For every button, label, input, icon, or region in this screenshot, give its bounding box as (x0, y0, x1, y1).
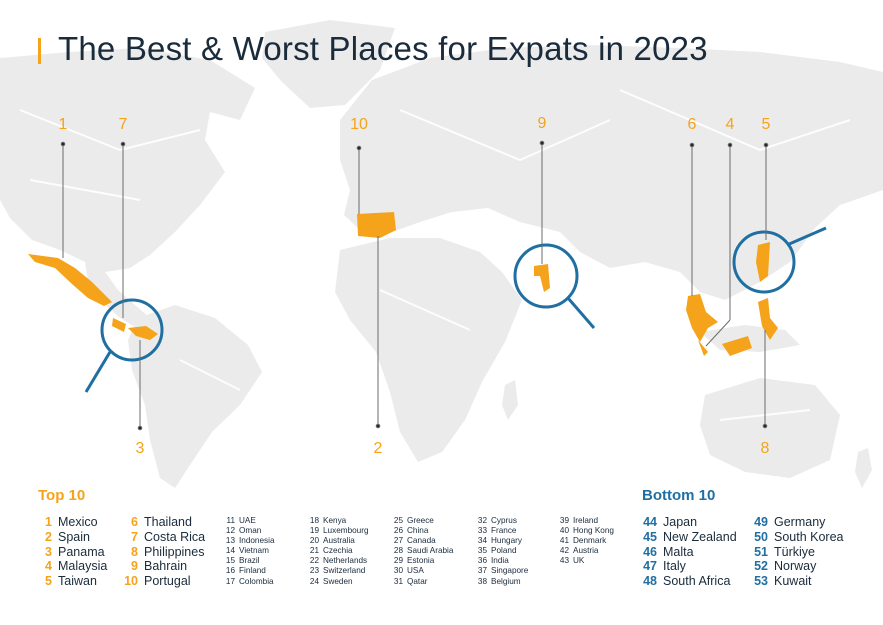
list-item: 49 Germany (754, 515, 826, 529)
callout-number: 9 (537, 115, 547, 132)
country-bahrain (534, 264, 550, 292)
list-item: 16 Finland (225, 566, 266, 576)
list-item: 34 Hungary (477, 536, 522, 546)
list-item: 29 Estonia (393, 556, 435, 566)
list-item: 35 Poland (477, 546, 517, 556)
list-item: 40 Hong Kong (559, 526, 614, 536)
magnifier-central-america (84, 298, 164, 393)
list-item: 33 France (477, 526, 517, 536)
list-item: 8 Philippines (131, 544, 205, 559)
country-philippines (758, 298, 778, 340)
callout-number: 1 (58, 116, 68, 133)
list-item: 19 Luxembourg (309, 526, 369, 536)
list-item: 24 Sweden (309, 576, 353, 586)
title-accent-bar (38, 38, 41, 64)
bottom10-list-col2: 49 Germany 50 South Korea 51 Türkiye 52 Norw… (748, 515, 844, 589)
bottom10-list-col1: 44 Japan 45 New Zealand 46 Malta 47 Italy 48… (638, 515, 737, 589)
callout-number: 10 (350, 116, 368, 133)
callout-number: 2 (373, 440, 383, 457)
list-item: 13 Indonesia (225, 536, 275, 546)
list-item: 36 India (477, 556, 509, 566)
list-item: 53 Kuwait (754, 574, 812, 589)
list-item: 7 Costa Rica (131, 529, 206, 544)
magnifier-east-asia (732, 226, 827, 294)
callout-lines (60, 140, 769, 431)
landmass (0, 20, 883, 488)
list-item: 23 Switzerland (309, 566, 366, 576)
list-item: 47 Italy (643, 559, 686, 574)
list-item: 39 Ireland (559, 516, 599, 525)
list-item: 14 Vietnam (225, 546, 269, 556)
callout-number: 6 (687, 116, 697, 133)
magnifier-gulf (513, 243, 596, 329)
callout-number: 5 (761, 116, 771, 133)
page-title: The Best & Worst Places for Expats in 20… (58, 30, 708, 67)
country-thailand (686, 294, 718, 342)
list-item: 6 Thailand (131, 515, 192, 529)
list-item: 27 Canada (393, 536, 436, 546)
list-item: 43 UK (559, 556, 585, 566)
bottom10-title: Bottom 10 (642, 487, 716, 504)
list-item: 20 Australia (309, 536, 355, 546)
list-item: 21 Czechia (309, 546, 353, 556)
list-item: 2 Spain (45, 529, 90, 544)
top10-list-col2: 6 Thailand 7 Costa Rica 8 Philippines 9 Bahr… (120, 515, 205, 589)
highlighted-countries (28, 212, 778, 356)
callout-number: 8 (760, 440, 770, 457)
list-item: 3 Panama (45, 544, 105, 559)
list-item: 10 Portugal (124, 574, 191, 589)
list-item: 45 New Zealand (643, 529, 737, 544)
top10-list-col1: 1 Mexico 2 Spain 3 Panama 4 Malaysia 5 Taiwan (38, 515, 107, 589)
middle-list-col3: 25 Greece 26 China 27 Canada 28 Saudi Arabia… (390, 516, 454, 587)
middle-list-col1: 11 UAE 12 Oman 13 Indonesia 14 Vietnam 15 Bra… (222, 516, 275, 587)
list-item: 17 Colombia (225, 576, 274, 586)
list-item: 12 Oman (225, 526, 262, 536)
list-item: 5 Taiwan (45, 574, 97, 589)
list-item: 51 Türkiye (754, 544, 815, 559)
list-item: 26 China (393, 526, 429, 536)
country-mexico (28, 254, 112, 306)
list-item: 46 Malta (643, 544, 694, 559)
list-item: 28 Saudi Arabia (393, 546, 454, 556)
list-item: 50 South Korea (754, 529, 844, 544)
list-item: 22 Netherlands (309, 556, 368, 566)
list-item: 4 Malaysia (45, 559, 108, 574)
list-item: 31 Qatar (393, 576, 428, 586)
list-item: 9 Bahrain (131, 559, 188, 574)
country-spain-portugal (357, 212, 396, 238)
callout-number: 4 (725, 116, 735, 133)
list-item: 44 Japan (643, 515, 698, 529)
list-item: 11 UAE (226, 516, 256, 525)
middle-list-col5: 39 Ireland 40 Hong Kong 41 Denmark 42 Austri… (556, 516, 614, 566)
list-item: 32 Cyprus (477, 516, 517, 525)
magnifiers (84, 226, 827, 393)
list-item: 30 USA (393, 566, 424, 576)
top10-title: Top 10 (38, 487, 86, 504)
middle-list-col4: 32 Cyprus 33 France 34 Hungary 35 Poland 36 I… (474, 516, 528, 587)
callout-number: 7 (118, 116, 128, 133)
country-panama (128, 326, 158, 340)
list-item: 41 Denmark (559, 536, 607, 546)
list-item: 37 Singapore (477, 566, 529, 576)
middle-list-col2: 18 Kenya 19 Luxembourg 20 Australia 21 Czech… (306, 516, 369, 587)
country-taiwan (756, 242, 770, 282)
list-item: 15 Brazil (225, 556, 260, 566)
list-item: 42 Austria (559, 546, 599, 556)
list-item: 48 South Africa (643, 574, 731, 589)
list-item: 38 Belgium (477, 576, 521, 586)
callout-number: 3 (135, 440, 145, 457)
list-item: 1 Mexico (45, 515, 98, 529)
list-item: 52 Norway (754, 559, 817, 574)
country-malaysia (698, 336, 752, 356)
land-contours (19, 89, 851, 421)
list-item: 18 Kenya (309, 516, 347, 525)
list-item: 25 Greece (393, 516, 434, 525)
country-costa-rica (112, 318, 126, 332)
